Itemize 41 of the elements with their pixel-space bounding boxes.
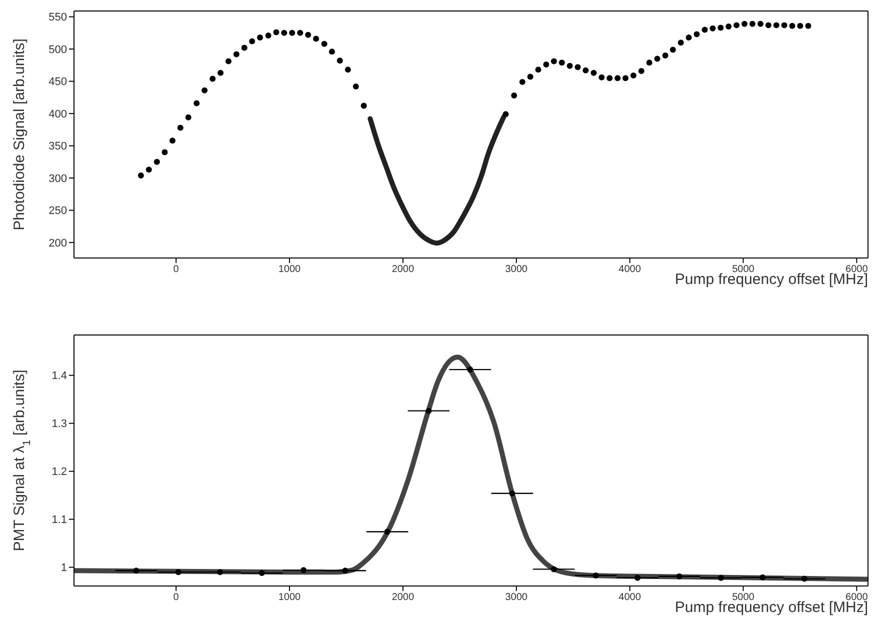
x-tick-label: 3000 <box>505 264 528 276</box>
x-tick-label: 1000 <box>278 264 302 276</box>
y-tick-label: 1.1 <box>52 514 67 526</box>
point <box>384 528 390 535</box>
point <box>801 576 808 582</box>
x-tick-label: 0 <box>173 264 180 276</box>
point <box>217 569 224 576</box>
point <box>258 570 265 576</box>
y-tick-label: 300 <box>48 172 67 185</box>
y-tick-label: 200 <box>48 237 67 250</box>
point <box>676 573 682 580</box>
y-tick-label: 500 <box>48 44 67 56</box>
x-tick-label: 1000 <box>278 592 302 604</box>
point <box>300 567 307 574</box>
x-tick-label: 4000 <box>618 592 642 604</box>
point <box>133 568 140 574</box>
x-tick-label: 0 <box>173 592 180 604</box>
point <box>760 574 766 580</box>
y-tick-label: 350 <box>48 140 67 153</box>
point <box>718 574 724 581</box>
x-tick-label: 2000 <box>392 592 414 604</box>
point <box>426 408 432 414</box>
y-axis-title: Photodiode Signal [arb.units] <box>11 38 28 230</box>
point <box>592 572 599 578</box>
x-tick-label: 2000 <box>392 264 414 276</box>
y-tick-label: 450 <box>48 76 67 88</box>
x-tick-label: 3000 <box>505 592 528 604</box>
point <box>634 574 641 581</box>
y-tick-label: 550 <box>48 12 67 24</box>
y-tick-label: 400 <box>48 108 67 120</box>
y-tick-label: 1.3 <box>52 418 67 430</box>
point <box>467 366 474 373</box>
y-tick-label: 1 <box>60 562 67 574</box>
point <box>342 568 348 574</box>
y-tick-label: 1.4 <box>52 370 67 382</box>
point <box>550 566 557 572</box>
point <box>175 569 182 576</box>
y-tick-label: 250 <box>48 205 67 218</box>
point <box>509 490 516 496</box>
y-tick-label: 1.2 <box>52 466 67 478</box>
x-tick-label: 4000 <box>618 264 642 276</box>
